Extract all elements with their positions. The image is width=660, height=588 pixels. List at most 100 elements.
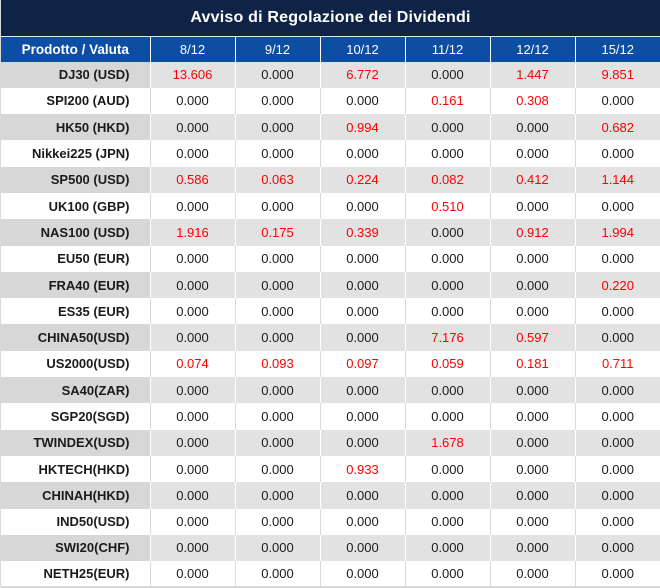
dividend-value-cell: 0.000 bbox=[404, 561, 490, 588]
dividend-value-cell: 0.000 bbox=[319, 561, 405, 588]
table-row: TWINDEX(USD) 0.000 0.000 0.000 1.678 0.000 0.0… bbox=[1, 429, 660, 456]
dividend-value-cell: 0.000 bbox=[149, 245, 235, 272]
dividend-value-cell: 0.000 bbox=[319, 377, 405, 404]
product-cell: FRA40 (EUR) bbox=[1, 271, 150, 299]
dividend-value-cell: 0.000 bbox=[234, 192, 320, 220]
dividend-value-cell: 0.000 bbox=[489, 561, 575, 588]
dividend-value-cell: 0.000 bbox=[319, 403, 405, 430]
dividend-value-cell: 0.711 bbox=[574, 350, 660, 378]
dividend-value-cell: 0.000 bbox=[234, 403, 320, 430]
dividend-value-cell: 0.000 bbox=[319, 140, 405, 167]
table-row: SA40(ZAR) 0.000 0.000 0.000 0.000 0.000 0.000 bbox=[1, 377, 660, 404]
table-row: NAS100 (USD) 1.916 0.175 0.339 0.000 0.912 1.9… bbox=[1, 219, 660, 246]
product-cell: NETH25(EUR) bbox=[1, 561, 150, 588]
dividend-value-cell: 0.082 bbox=[404, 166, 490, 193]
dividend-value-cell: 0.000 bbox=[149, 482, 235, 509]
table-row: SGP20(SGD) 0.000 0.000 0.000 0.000 0.000 0.000 bbox=[1, 403, 660, 430]
dividend-value-cell: 0.224 bbox=[319, 166, 405, 193]
dividend-value-cell: 0.000 bbox=[234, 245, 320, 272]
dividend-value-cell: 0.000 bbox=[234, 508, 320, 535]
dividend-value-cell: 0.000 bbox=[404, 140, 490, 167]
dividend-value-cell: 0.220 bbox=[574, 271, 660, 299]
dividend-value-cell: 0.000 bbox=[149, 429, 235, 456]
table-row: ES35 (EUR) 0.000 0.000 0.000 0.000 0.000 0.000 bbox=[1, 298, 660, 325]
dividend-value-cell: 0.000 bbox=[234, 87, 320, 115]
dividend-value-cell: 0.994 bbox=[319, 114, 405, 141]
dividend-value-cell: 0.339 bbox=[319, 219, 405, 246]
dividend-value-cell: 0.000 bbox=[404, 377, 490, 404]
dividend-value-cell: 0.682 bbox=[574, 114, 660, 141]
product-cell: TWINDEX(USD) bbox=[1, 429, 150, 456]
dividend-value-cell: 1.994 bbox=[574, 219, 660, 246]
dividend-value-cell: 0.000 bbox=[234, 377, 320, 404]
dividend-value-cell: 0.000 bbox=[149, 403, 235, 430]
dividend-value-cell: 0.933 bbox=[319, 455, 405, 483]
dividend-value-cell: 0.000 bbox=[404, 403, 490, 430]
dividend-value-cell: 0.000 bbox=[234, 534, 320, 562]
dividend-value-cell: 0.000 bbox=[489, 377, 575, 404]
table-row: SPI200 (AUD) 0.000 0.000 0.000 0.161 0.308 0.0… bbox=[1, 87, 660, 115]
product-cell: US2000(USD) bbox=[1, 350, 150, 378]
dividend-value-cell: 0.000 bbox=[319, 429, 405, 456]
dividend-value-cell: 0.000 bbox=[404, 534, 490, 562]
dividend-value-cell: 0.000 bbox=[574, 140, 660, 167]
product-cell: Nikkei225 (JPN) bbox=[1, 140, 150, 167]
dividend-value-cell: 0.000 bbox=[489, 114, 575, 141]
dividend-value-cell: 1.916 bbox=[149, 219, 235, 246]
dividend-value-cell: 0.000 bbox=[149, 377, 235, 404]
dividend-value-cell: 0.000 bbox=[574, 561, 660, 588]
dividend-table: Prodotto / Valuta 8/12 9/12 10/12 11/12 … bbox=[1, 36, 660, 588]
product-cell: SWI20(CHF) bbox=[1, 534, 150, 562]
dividend-value-cell: 0.000 bbox=[319, 245, 405, 272]
dividend-value-cell: 0.308 bbox=[489, 87, 575, 115]
table-row: UK100 (GBP) 0.000 0.000 0.000 0.510 0.000 0.00… bbox=[1, 192, 660, 220]
table-row: Nikkei225 (JPN) 0.000 0.000 0.000 0.000 0.000… bbox=[1, 140, 660, 167]
dividend-value-cell: 0.059 bbox=[404, 350, 490, 378]
dividend-value-cell: 0.000 bbox=[404, 455, 490, 483]
table-row: HK50 (HKD) 0.000 0.000 0.994 0.000 0.000 0.682 bbox=[1, 114, 660, 141]
dividend-value-cell: 0.000 bbox=[404, 61, 490, 88]
dividend-value-cell: 1.678 bbox=[404, 429, 490, 456]
dividend-value-cell: 0.000 bbox=[319, 482, 405, 509]
product-cell: CHINAH(HKD) bbox=[1, 482, 150, 509]
dividend-value-cell: 0.000 bbox=[234, 482, 320, 509]
product-cell: SPI200 (AUD) bbox=[1, 87, 150, 115]
dividend-value-cell: 0.000 bbox=[149, 561, 235, 588]
product-cell: DJ30 (USD) bbox=[1, 61, 150, 88]
header-row: Prodotto / Valuta 8/12 9/12 10/12 11/12 … bbox=[1, 36, 660, 62]
dividend-value-cell: 0.000 bbox=[574, 482, 660, 509]
dividend-value-cell: 0.063 bbox=[234, 166, 320, 193]
column-header-date: 10/12 bbox=[319, 36, 405, 62]
dividend-value-cell: 0.000 bbox=[574, 455, 660, 483]
dividend-value-cell: 0.000 bbox=[489, 140, 575, 167]
dividend-value-cell: 0.000 bbox=[319, 534, 405, 562]
product-cell: HKTECH(HKD) bbox=[1, 455, 150, 483]
table-header: Prodotto / Valuta 8/12 9/12 10/12 11/12 … bbox=[1, 36, 660, 62]
dividend-value-cell: 0.000 bbox=[574, 508, 660, 535]
dividend-value-cell: 0.000 bbox=[149, 324, 235, 351]
table-body: DJ30 (USD) 13.606 0.000 6.772 0.000 1.447 9.85… bbox=[1, 61, 660, 588]
table-row: CHINAH(HKD) 0.000 0.000 0.000 0.000 0.000 0.00… bbox=[1, 482, 660, 509]
dividend-value-cell: 0.000 bbox=[319, 298, 405, 325]
dividend-value-cell: 0.000 bbox=[574, 429, 660, 456]
table-row: CHINA50(USD) 0.000 0.000 0.000 7.176 0.597 0.0… bbox=[1, 324, 660, 351]
column-header-product: Prodotto / Valuta bbox=[1, 36, 150, 62]
dividend-value-cell: 1.447 bbox=[489, 61, 575, 88]
dividend-value-cell: 0.000 bbox=[489, 482, 575, 509]
product-cell: NAS100 (USD) bbox=[1, 219, 150, 246]
dividend-value-cell: 0.000 bbox=[149, 114, 235, 141]
table-row: US2000(USD) 0.074 0.093 0.097 0.059 0.181 0.71… bbox=[1, 350, 660, 378]
dividend-value-cell: 0.000 bbox=[404, 245, 490, 272]
dividend-value-cell: 0.000 bbox=[319, 324, 405, 351]
table-row: EU50 (EUR) 0.000 0.000 0.000 0.000 0.000 0.000 bbox=[1, 245, 660, 272]
dividend-value-cell: 0.000 bbox=[404, 482, 490, 509]
dividend-value-cell: 0.000 bbox=[319, 508, 405, 535]
dividend-value-cell: 0.000 bbox=[319, 192, 405, 220]
dividend-value-cell: 0.000 bbox=[489, 192, 575, 220]
product-cell: UK100 (GBP) bbox=[1, 192, 150, 220]
product-cell: ES35 (EUR) bbox=[1, 298, 150, 325]
dividend-value-cell: 9.851 bbox=[574, 61, 660, 88]
dividend-value-cell: 0.000 bbox=[574, 324, 660, 351]
column-header-date: 9/12 bbox=[234, 36, 320, 62]
dividend-value-cell: 0.000 bbox=[149, 140, 235, 167]
